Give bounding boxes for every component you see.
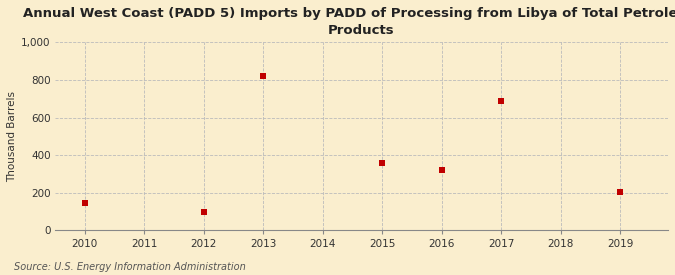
Point [437,168,448,172]
Point [496,98,507,103]
Point [198,210,209,214]
Point [258,74,269,78]
Y-axis label: Thousand Barrels: Thousand Barrels [7,91,17,182]
Point [377,161,387,165]
Title: Annual West Coast (PADD 5) Imports by PADD of Processing from Libya of Total Pet: Annual West Coast (PADD 5) Imports by PA… [22,7,675,37]
Text: Source: U.S. Energy Information Administration: Source: U.S. Energy Information Administ… [14,262,245,272]
Point [79,200,90,205]
Point [615,190,626,194]
